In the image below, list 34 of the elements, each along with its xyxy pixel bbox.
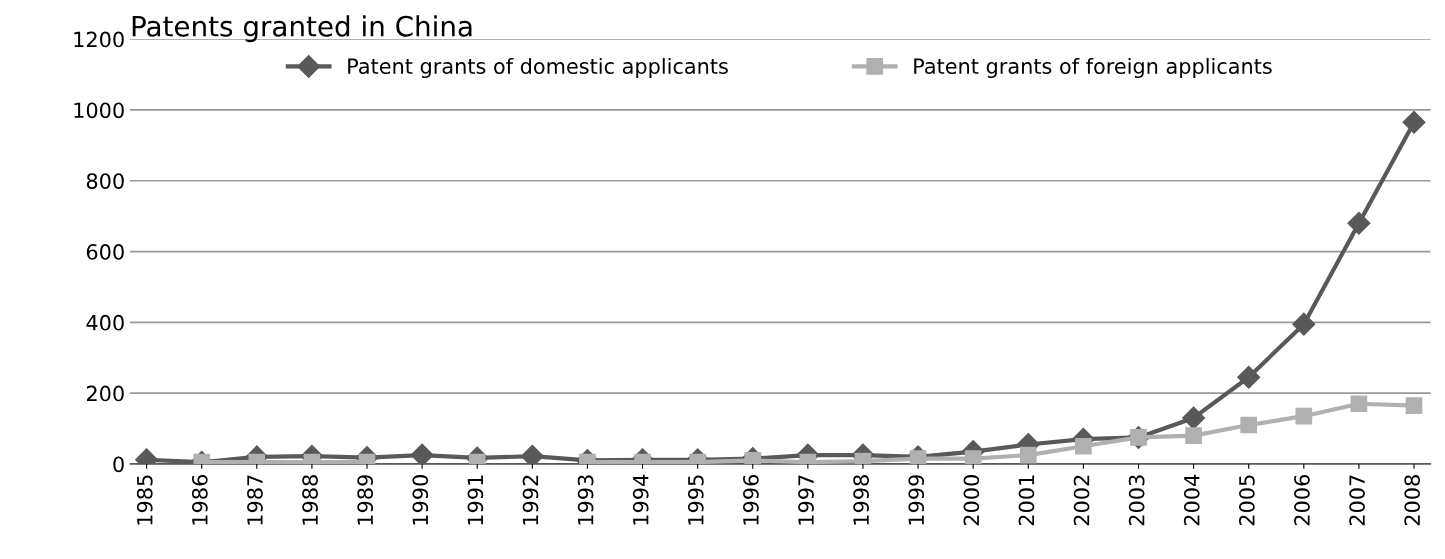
x-tick-label: 1990	[412, 475, 429, 525]
y-tick-label: 400	[86, 314, 124, 331]
x-tick-label: 2003	[1128, 475, 1145, 526]
x-tick-label: 2008	[1404, 475, 1421, 526]
x-tick-label: 1996	[743, 475, 759, 525]
x-tick-label: 2000	[963, 475, 980, 526]
x-tick-label: 1997	[798, 475, 814, 525]
x-tick-label: 1994	[632, 474, 649, 525]
legend-label: Patent grants of foreign applicants	[914, 57, 1272, 79]
y-tick-label: 1000	[74, 102, 124, 119]
x-tick-label: 2002	[1073, 475, 1090, 526]
x-tick-label: 2005	[1238, 475, 1255, 526]
x-tick-label: 1992	[522, 475, 539, 525]
y-tick-label: 200	[86, 385, 124, 402]
x-tick-label: 1989	[357, 475, 374, 525]
x-tick-label: 2001	[1018, 475, 1035, 526]
chart-title: Patents granted in China	[132, 15, 472, 43]
y-tick-label: 600	[86, 244, 124, 260]
x-tick-label: 1988	[302, 475, 318, 525]
x-tick-label: 2006	[1294, 475, 1310, 526]
y-tick-label: 1200	[74, 31, 124, 48]
legend-label: Patent grants of domestic applicants	[348, 57, 728, 79]
x-tick-label: 1985	[136, 475, 153, 525]
x-tick-label: 1993	[577, 475, 594, 525]
x-tick-label: 2007	[1349, 475, 1365, 526]
x-tick-label: 1998	[853, 475, 869, 525]
y-tick-label: 0	[113, 456, 124, 473]
x-tick-label: 1995	[687, 475, 704, 525]
x-tick-label: 1999	[908, 475, 925, 525]
x-tick-label: 1987	[247, 475, 263, 525]
x-tick-label: 1991	[467, 475, 484, 525]
x-tick-label: 1986	[191, 475, 208, 525]
y-tick-label: 800	[86, 173, 124, 189]
x-tick-label: 2004	[1183, 474, 1200, 526]
